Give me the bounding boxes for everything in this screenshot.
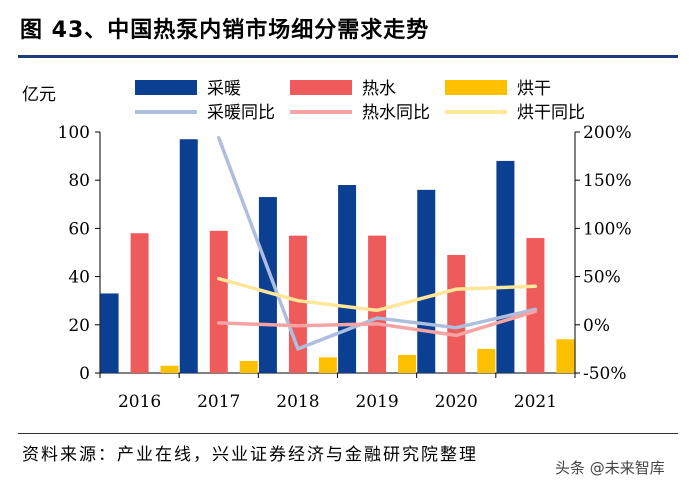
y2-tick-label: -50%: [583, 364, 627, 384]
bar-采暖: [100, 293, 119, 373]
chart-title: 图 43、中国热泵内销市场细分需求走势: [20, 18, 430, 43]
x-tick-label: 2021: [514, 392, 557, 412]
x-tick-label: 2018: [276, 392, 319, 412]
y-tick-label: 60: [68, 219, 90, 239]
y2-tick-label: 150%: [583, 171, 632, 191]
bar-热水: [368, 235, 387, 373]
bar-采暖: [338, 185, 357, 373]
x-tick-label: 2016: [118, 392, 161, 412]
legend-label: 采暖同比: [207, 103, 275, 123]
bar-热水: [130, 233, 149, 373]
bar-烘干: [239, 360, 258, 373]
legend-label: 烘干: [517, 79, 551, 99]
bar-烘干: [556, 339, 575, 373]
x-tick-label: 2020: [435, 392, 478, 412]
y-tick-label: 40: [68, 268, 90, 288]
bar-烘干: [477, 348, 496, 373]
legend-label: 热水: [362, 79, 396, 99]
bars: [100, 139, 575, 373]
title-underline: [18, 55, 678, 58]
line-烘干同比: [217, 276, 538, 313]
legend-swatch-采暖: [135, 80, 197, 95]
x-tick-label: 2019: [355, 392, 398, 412]
legend-label: 热水同比: [362, 103, 430, 123]
bar-采暖: [179, 139, 198, 373]
y-tick-label: 100: [58, 123, 90, 143]
line-热水同比: [217, 309, 538, 338]
y2-tick-label: 100%: [583, 219, 632, 239]
y2-tick-label: 200%: [583, 123, 632, 143]
bar-采暖: [258, 197, 277, 373]
watermark: 头条 @未来智库: [555, 459, 665, 477]
legend-swatch-烘干: [445, 80, 507, 95]
y-tick-label: 20: [68, 316, 90, 336]
bar-热水: [526, 238, 545, 373]
legend-label: 烘干同比: [517, 103, 585, 123]
bar-热水: [209, 230, 228, 373]
x-tick-label: 2017: [197, 392, 240, 412]
bar-采暖: [417, 189, 436, 373]
y-tick-label: 0: [79, 364, 90, 384]
footer-rule: [18, 433, 678, 434]
y-axis-label: 亿元: [22, 85, 56, 105]
bar-采暖: [496, 160, 515, 373]
source-note: 资料来源：产业在线，兴业证券经济与金融研究院整理: [22, 445, 478, 465]
axes: 0 20 40 60 80 100 -50% 0% 50% 100% 150% 200% 2016 201…: [22, 85, 632, 412]
y2-tick-label: 0%: [583, 316, 610, 336]
bar-热水: [288, 235, 307, 373]
y-tick-label: 80: [68, 171, 90, 191]
y2-tick-label: 50%: [583, 268, 621, 288]
line-采暖同比: [217, 136, 538, 351]
bar-烘干: [318, 357, 337, 373]
lines: [217, 136, 538, 351]
bar-烘干: [160, 365, 179, 373]
legend-label: 采暖: [207, 79, 241, 99]
bar-烘干: [398, 354, 417, 373]
legend-swatch-热水: [290, 80, 352, 95]
bar-热水: [447, 254, 466, 373]
